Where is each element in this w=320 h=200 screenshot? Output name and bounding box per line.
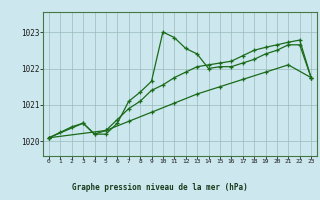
Text: Graphe pression niveau de la mer (hPa): Graphe pression niveau de la mer (hPa): [72, 184, 248, 192]
